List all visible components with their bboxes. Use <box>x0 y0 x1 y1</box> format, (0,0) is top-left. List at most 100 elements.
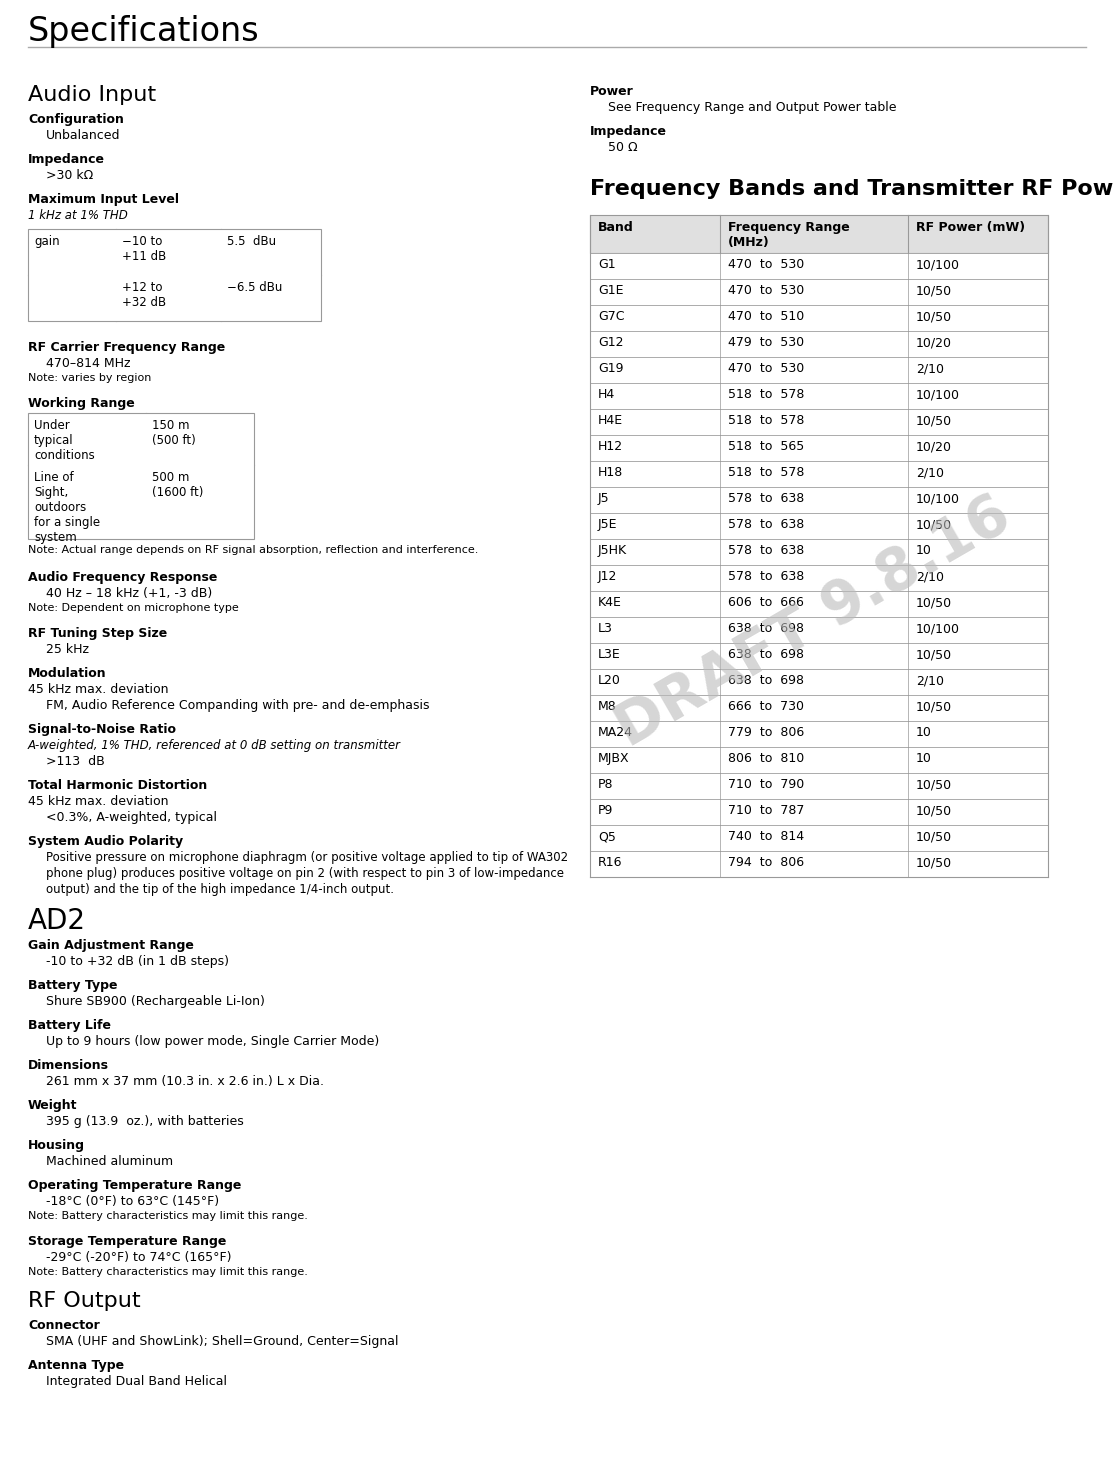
Text: 10/50: 10/50 <box>916 830 952 842</box>
Text: 10/50: 10/50 <box>916 779 952 790</box>
Bar <box>590 773 1048 799</box>
Text: 779  to  806: 779 to 806 <box>729 727 804 739</box>
Text: 10: 10 <box>916 752 932 765</box>
Bar <box>590 331 1048 357</box>
Text: 10/100: 10/100 <box>916 492 960 506</box>
Text: -10 to +32 dB (in 1 dB steps): -10 to +32 dB (in 1 dB steps) <box>46 955 229 968</box>
Text: FM, Audio Reference Companding with pre- and de-emphasis: FM, Audio Reference Companding with pre-… <box>46 698 430 712</box>
Text: Specifications: Specifications <box>28 15 260 47</box>
Text: 10/50: 10/50 <box>916 700 952 713</box>
Bar <box>590 383 1048 409</box>
Text: System Audio Polarity: System Audio Polarity <box>28 835 183 848</box>
Text: Audio Input: Audio Input <box>28 85 156 105</box>
Text: Note: Actual range depends on RF signal absorption, reflection and interference.: Note: Actual range depends on RF signal … <box>28 544 478 555</box>
Bar <box>590 747 1048 773</box>
Text: 666  to  730: 666 to 730 <box>729 700 804 713</box>
Text: −10 to
+11 dB: −10 to +11 dB <box>123 234 166 262</box>
Text: Shure SB900 (Rechargeable Li-Ion): Shure SB900 (Rechargeable Li-Ion) <box>46 995 265 1008</box>
Text: <0.3%, A-weighted, typical: <0.3%, A-weighted, typical <box>46 811 217 825</box>
Text: Signal-to-Noise Ratio: Signal-to-Noise Ratio <box>28 724 176 736</box>
Text: Antenna Type: Antenna Type <box>28 1358 124 1372</box>
Text: 25 kHz: 25 kHz <box>46 644 89 655</box>
Text: L3E: L3E <box>598 648 620 661</box>
Text: 2/10: 2/10 <box>916 569 944 583</box>
Bar <box>590 669 1048 696</box>
Text: 518  to  578: 518 to 578 <box>729 466 804 479</box>
Text: 1 kHz at 1% THD: 1 kHz at 1% THD <box>28 209 128 222</box>
Text: 10/100: 10/100 <box>916 258 960 271</box>
Text: Working Range: Working Range <box>28 397 135 409</box>
Text: Machined aluminum: Machined aluminum <box>46 1155 173 1169</box>
Text: Audio Frequency Response: Audio Frequency Response <box>28 571 217 584</box>
Text: 710  to  790: 710 to 790 <box>729 779 804 790</box>
Text: -29°C (-20°F) to 74°C (165°F): -29°C (-20°F) to 74°C (165°F) <box>46 1252 232 1264</box>
Text: 470  to  510: 470 to 510 <box>729 310 804 323</box>
Text: AD2: AD2 <box>28 908 86 934</box>
Bar <box>590 357 1048 383</box>
Text: G1: G1 <box>598 258 616 271</box>
Text: R16: R16 <box>598 856 623 869</box>
Text: 10/50: 10/50 <box>916 310 952 323</box>
Text: 10: 10 <box>916 544 932 558</box>
Text: Storage Temperature Range: Storage Temperature Range <box>28 1235 226 1249</box>
Text: Note: Battery characteristics may limit this range.: Note: Battery characteristics may limit … <box>28 1266 307 1277</box>
Bar <box>590 565 1048 592</box>
Text: 470  to  530: 470 to 530 <box>729 258 804 271</box>
Text: 470–814 MHz: 470–814 MHz <box>46 357 130 369</box>
Text: Under
typical
conditions: Under typical conditions <box>35 420 95 463</box>
Text: 10/50: 10/50 <box>916 856 952 869</box>
Text: Impedance: Impedance <box>28 153 105 166</box>
Text: >30 kΩ: >30 kΩ <box>46 169 94 182</box>
Bar <box>590 513 1048 538</box>
Text: 10/50: 10/50 <box>916 518 952 531</box>
Text: Battery Life: Battery Life <box>28 1019 111 1032</box>
Text: >113  dB: >113 dB <box>46 755 105 768</box>
Text: 638  to  698: 638 to 698 <box>729 673 804 687</box>
Text: Band: Band <box>598 221 634 234</box>
Text: 518  to  578: 518 to 578 <box>729 414 804 427</box>
Text: 395 g (13.9  oz.), with batteries: 395 g (13.9 oz.), with batteries <box>46 1115 244 1129</box>
Text: 740  to  814: 740 to 814 <box>729 830 804 842</box>
Text: Gain Adjustment Range: Gain Adjustment Range <box>28 939 194 952</box>
Text: Connector: Connector <box>28 1318 100 1332</box>
Text: 10/20: 10/20 <box>916 440 952 452</box>
Text: +12 to
+32 dB: +12 to +32 dB <box>123 280 166 308</box>
Text: Total Harmonic Distortion: Total Harmonic Distortion <box>28 779 207 792</box>
Bar <box>590 644 1048 669</box>
Bar <box>590 799 1048 825</box>
Text: Impedance: Impedance <box>590 125 667 138</box>
Text: Power: Power <box>590 85 634 98</box>
Text: P8: P8 <box>598 779 614 790</box>
Text: 606  to  666: 606 to 666 <box>729 596 804 610</box>
Bar <box>590 592 1048 617</box>
Bar <box>590 254 1048 279</box>
Text: G7C: G7C <box>598 310 625 323</box>
Text: 10/50: 10/50 <box>916 596 952 610</box>
Text: -18°C (0°F) to 63°C (145°F): -18°C (0°F) to 63°C (145°F) <box>46 1195 219 1209</box>
Text: SMA (UHF and ShowLink); Shell=Ground, Center=Signal: SMA (UHF and ShowLink); Shell=Ground, Ce… <box>46 1335 399 1348</box>
Text: 470  to  530: 470 to 530 <box>729 285 804 297</box>
Text: Q5: Q5 <box>598 830 616 842</box>
Text: RF Tuning Step Size: RF Tuning Step Size <box>28 627 167 641</box>
Text: H4: H4 <box>598 389 615 400</box>
Text: 10/100: 10/100 <box>916 621 960 635</box>
Text: Battery Type: Battery Type <box>28 979 117 992</box>
Text: M8: M8 <box>598 700 617 713</box>
Text: −6.5 dBu: −6.5 dBu <box>227 280 282 294</box>
Text: 10/50: 10/50 <box>916 804 952 817</box>
Text: 806  to  810: 806 to 810 <box>729 752 804 765</box>
Bar <box>590 617 1048 644</box>
Text: Frequency Bands and Transmitter RF Power: Frequency Bands and Transmitter RF Power <box>590 179 1114 199</box>
Text: output) and the tip of the high impedance 1/4-inch output.: output) and the tip of the high impedanc… <box>46 882 394 896</box>
Text: 10/100: 10/100 <box>916 389 960 400</box>
Text: Integrated Dual Band Helical: Integrated Dual Band Helical <box>46 1375 227 1388</box>
Text: 40 Hz – 18 kHz (+1, -3 dB): 40 Hz – 18 kHz (+1, -3 dB) <box>46 587 213 601</box>
Text: 2/10: 2/10 <box>916 362 944 375</box>
Text: Frequency Range
(MHz): Frequency Range (MHz) <box>729 221 850 249</box>
Text: G1E: G1E <box>598 285 624 297</box>
Text: 261 mm x 37 mm (10.3 in. x 2.6 in.) L x Dia.: 261 mm x 37 mm (10.3 in. x 2.6 in.) L x … <box>46 1075 324 1089</box>
Text: See Frequency Range and Output Power table: See Frequency Range and Output Power tab… <box>608 101 897 114</box>
Bar <box>590 409 1048 435</box>
Text: phone plug) produces positive voltage on pin 2 (with respect to pin 3 of low-imp: phone plug) produces positive voltage on… <box>46 868 564 879</box>
Text: Note: varies by region: Note: varies by region <box>28 374 152 383</box>
